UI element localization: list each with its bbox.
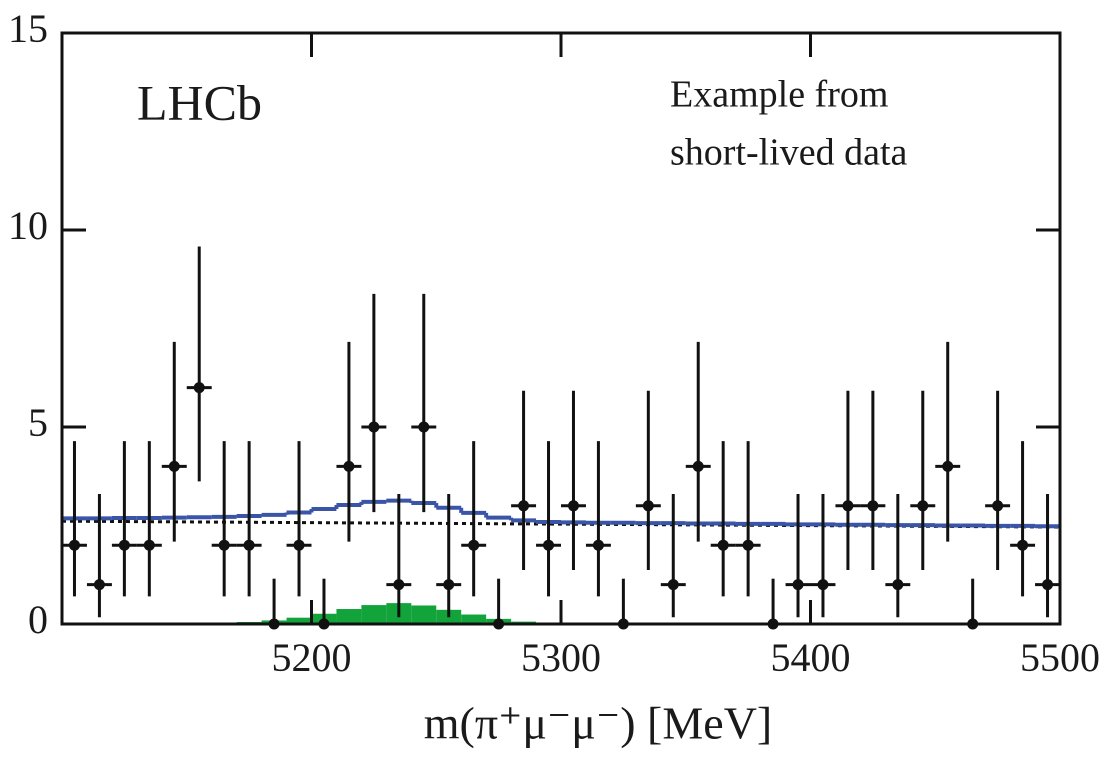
x-tick-label: 5300 <box>521 635 601 680</box>
data-point <box>93 579 105 591</box>
data-point <box>118 539 130 551</box>
x-axis-label: m(π⁺μ⁻μ⁻) [MeV] <box>424 698 772 749</box>
y-tick-label: 0 <box>28 597 48 642</box>
signal-bar <box>461 614 487 624</box>
x-tick-label: 5500 <box>1020 635 1100 680</box>
data-point <box>817 579 829 591</box>
y-tick-label: 5 <box>28 400 48 445</box>
annotation: Example from <box>670 74 888 116</box>
data-point <box>518 500 530 512</box>
data-point <box>642 500 654 512</box>
data-point <box>592 539 604 551</box>
data-point <box>667 579 679 591</box>
data-point <box>543 539 555 551</box>
data-point <box>567 500 579 512</box>
y-tick-label: 10 <box>8 203 48 248</box>
data-point <box>468 539 480 551</box>
data-point <box>867 500 879 512</box>
data-point <box>792 579 804 591</box>
data-point <box>193 382 205 394</box>
data-point <box>992 500 1004 512</box>
x-tick-label: 5400 <box>771 635 851 680</box>
data-point <box>393 579 405 591</box>
experiment-label: LHCb <box>137 74 262 130</box>
data-point <box>742 539 754 551</box>
data-point <box>293 539 305 551</box>
data-point <box>418 421 430 433</box>
data-point <box>892 579 904 591</box>
signal-bar <box>336 609 362 624</box>
signal-bar <box>411 605 437 624</box>
signal-bar <box>286 617 312 624</box>
data-point <box>842 500 854 512</box>
signal-bar <box>361 605 387 624</box>
data-point <box>717 539 729 551</box>
data-point <box>68 539 80 551</box>
data-point <box>143 539 155 551</box>
x-tick-label: 5200 <box>272 635 352 680</box>
annotation: short-lived data <box>670 132 908 174</box>
data-point <box>443 579 455 591</box>
data-point <box>942 460 954 472</box>
y-tick-label: 15 <box>8 6 48 51</box>
data-point <box>692 460 704 472</box>
data-point <box>168 460 180 472</box>
data-point <box>917 500 929 512</box>
data-point <box>1042 579 1054 591</box>
data-point <box>243 539 255 551</box>
data-point <box>218 539 230 551</box>
data-point <box>343 460 355 472</box>
data-point <box>368 421 380 433</box>
data-point <box>1017 539 1029 551</box>
